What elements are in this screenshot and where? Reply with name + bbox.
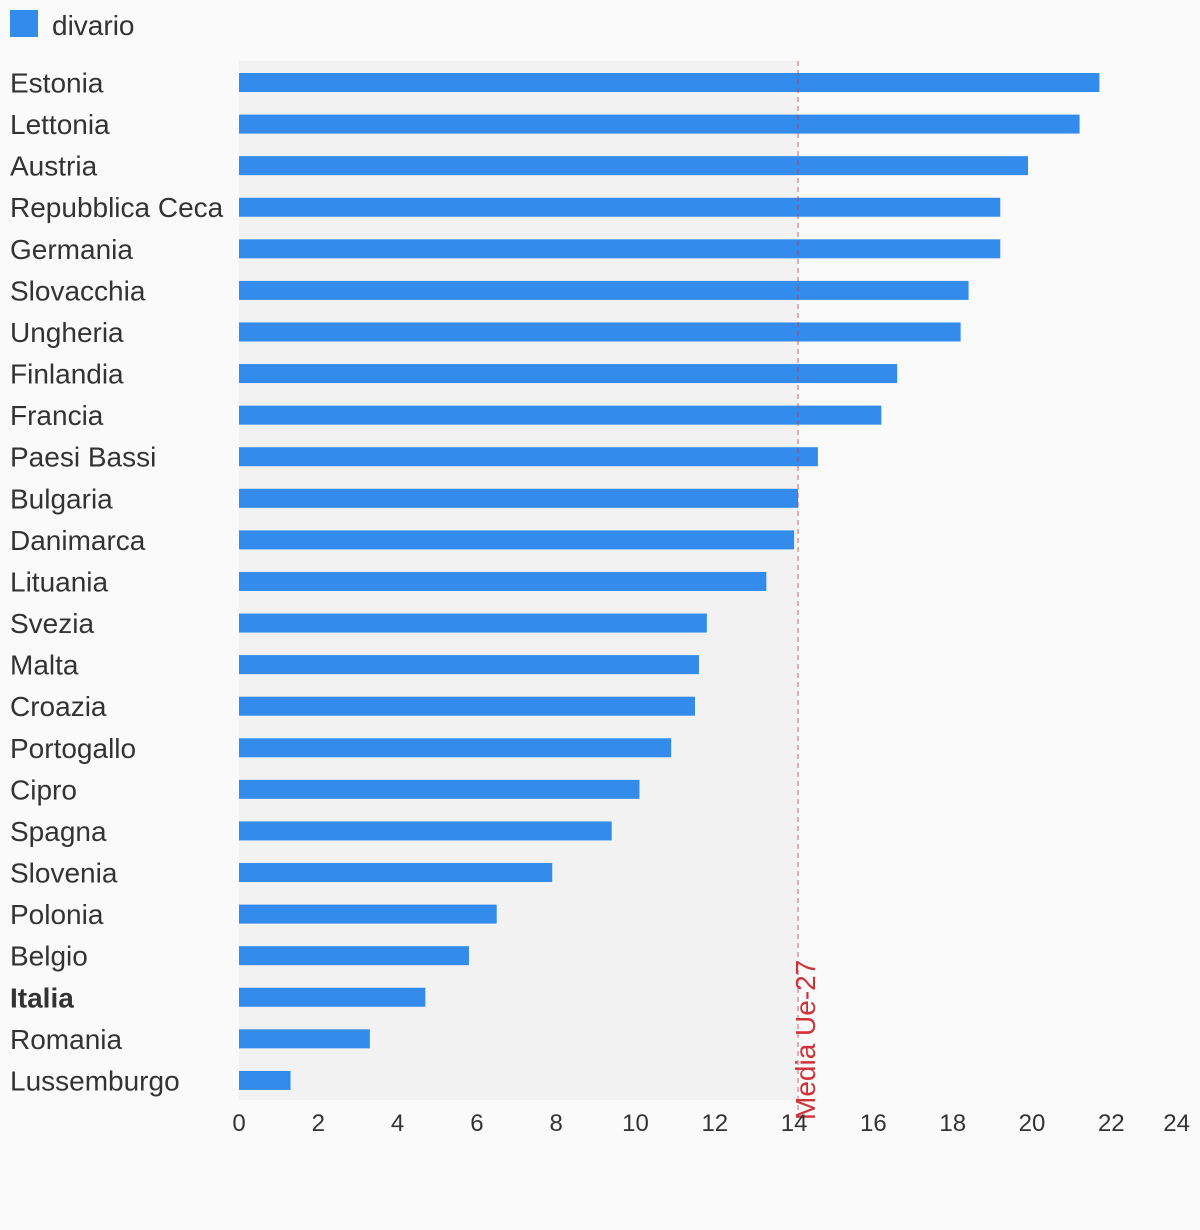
- bar: [239, 364, 898, 384]
- bar: [239, 156, 1029, 176]
- bar: [239, 571, 767, 591]
- category-label: Cipro: [10, 774, 77, 805]
- x-tick-label: 16: [860, 1110, 887, 1137]
- x-tick-label: 0: [232, 1110, 245, 1137]
- category-label: Danimarca: [10, 525, 146, 556]
- category-label: Slovenia: [10, 858, 118, 889]
- bar: [239, 488, 799, 508]
- x-tick-label: 18: [939, 1110, 966, 1137]
- category-label: Germania: [10, 234, 133, 265]
- category-labels-group: Estonia Lettonia Austria Repubblica Ceca Ger…: [10, 68, 224, 1097]
- bar: [239, 613, 707, 633]
- bar: [239, 73, 1100, 92]
- bar: [239, 821, 612, 841]
- x-tick-label: 4: [391, 1110, 404, 1137]
- bar: [239, 405, 882, 425]
- x-tick-label: 24: [1163, 1110, 1190, 1137]
- bar: [239, 655, 699, 675]
- bar: [239, 696, 695, 716]
- bar: [239, 530, 795, 550]
- category-label: Spagna: [10, 816, 107, 847]
- legend-label: divario: [52, 10, 134, 41]
- bar: [239, 197, 1001, 217]
- bar: [239, 239, 1001, 259]
- category-label: Romania: [10, 1024, 122, 1055]
- bar: [239, 322, 961, 342]
- bar: [239, 904, 497, 924]
- bar: [239, 447, 818, 467]
- category-label: Repubblica Ceca: [10, 192, 224, 223]
- bar: [239, 738, 672, 758]
- x-tick-label: 20: [1019, 1110, 1046, 1137]
- bar: [239, 1029, 370, 1049]
- bar: [239, 779, 640, 799]
- bars-group: [239, 73, 1100, 1090]
- category-label: Svezia: [10, 608, 94, 639]
- x-tick-label: 6: [470, 1110, 483, 1137]
- bar: [239, 987, 426, 1007]
- category-label: Ungheria: [10, 317, 124, 348]
- bar: [239, 1070, 291, 1090]
- category-label: Bulgaria: [10, 483, 113, 514]
- category-label: Finlandia: [10, 359, 124, 390]
- category-label: Austria: [10, 151, 98, 182]
- bar: [239, 114, 1080, 134]
- x-axis-ticks-group: 0 2 4 6 8 10 12 14 16 18 20 22 24: [232, 1110, 1190, 1137]
- x-tick-label: 14: [781, 1110, 808, 1137]
- x-tick-label: 22: [1098, 1110, 1125, 1137]
- bar: [239, 280, 969, 300]
- category-label: Slovacchia: [10, 275, 146, 306]
- bar: [239, 946, 469, 966]
- category-label: Francia: [10, 400, 104, 431]
- average-reference-label: Media Ue-27: [790, 960, 821, 1120]
- legend-swatch: [10, 10, 38, 37]
- category-label: Lituania: [10, 566, 109, 597]
- bar: [239, 863, 553, 883]
- category-label: Lettonia: [10, 109, 110, 140]
- category-label: Portogallo: [10, 733, 136, 764]
- x-tick-label: 8: [550, 1110, 563, 1137]
- x-tick-label: 12: [701, 1110, 728, 1137]
- category-label: Paesi Bassi: [10, 442, 156, 473]
- category-label: Estonia: [10, 68, 104, 99]
- category-label: Belgio: [10, 941, 88, 972]
- category-label: Croazia: [10, 691, 107, 722]
- legend: divario: [10, 10, 134, 41]
- x-tick-label: 2: [312, 1110, 325, 1137]
- x-tick-label: 10: [622, 1110, 649, 1137]
- category-label: Lussemburgo: [10, 1065, 180, 1096]
- category-label: Italia: [10, 982, 74, 1013]
- category-label: Malta: [10, 650, 79, 681]
- category-label: Polonia: [10, 899, 104, 930]
